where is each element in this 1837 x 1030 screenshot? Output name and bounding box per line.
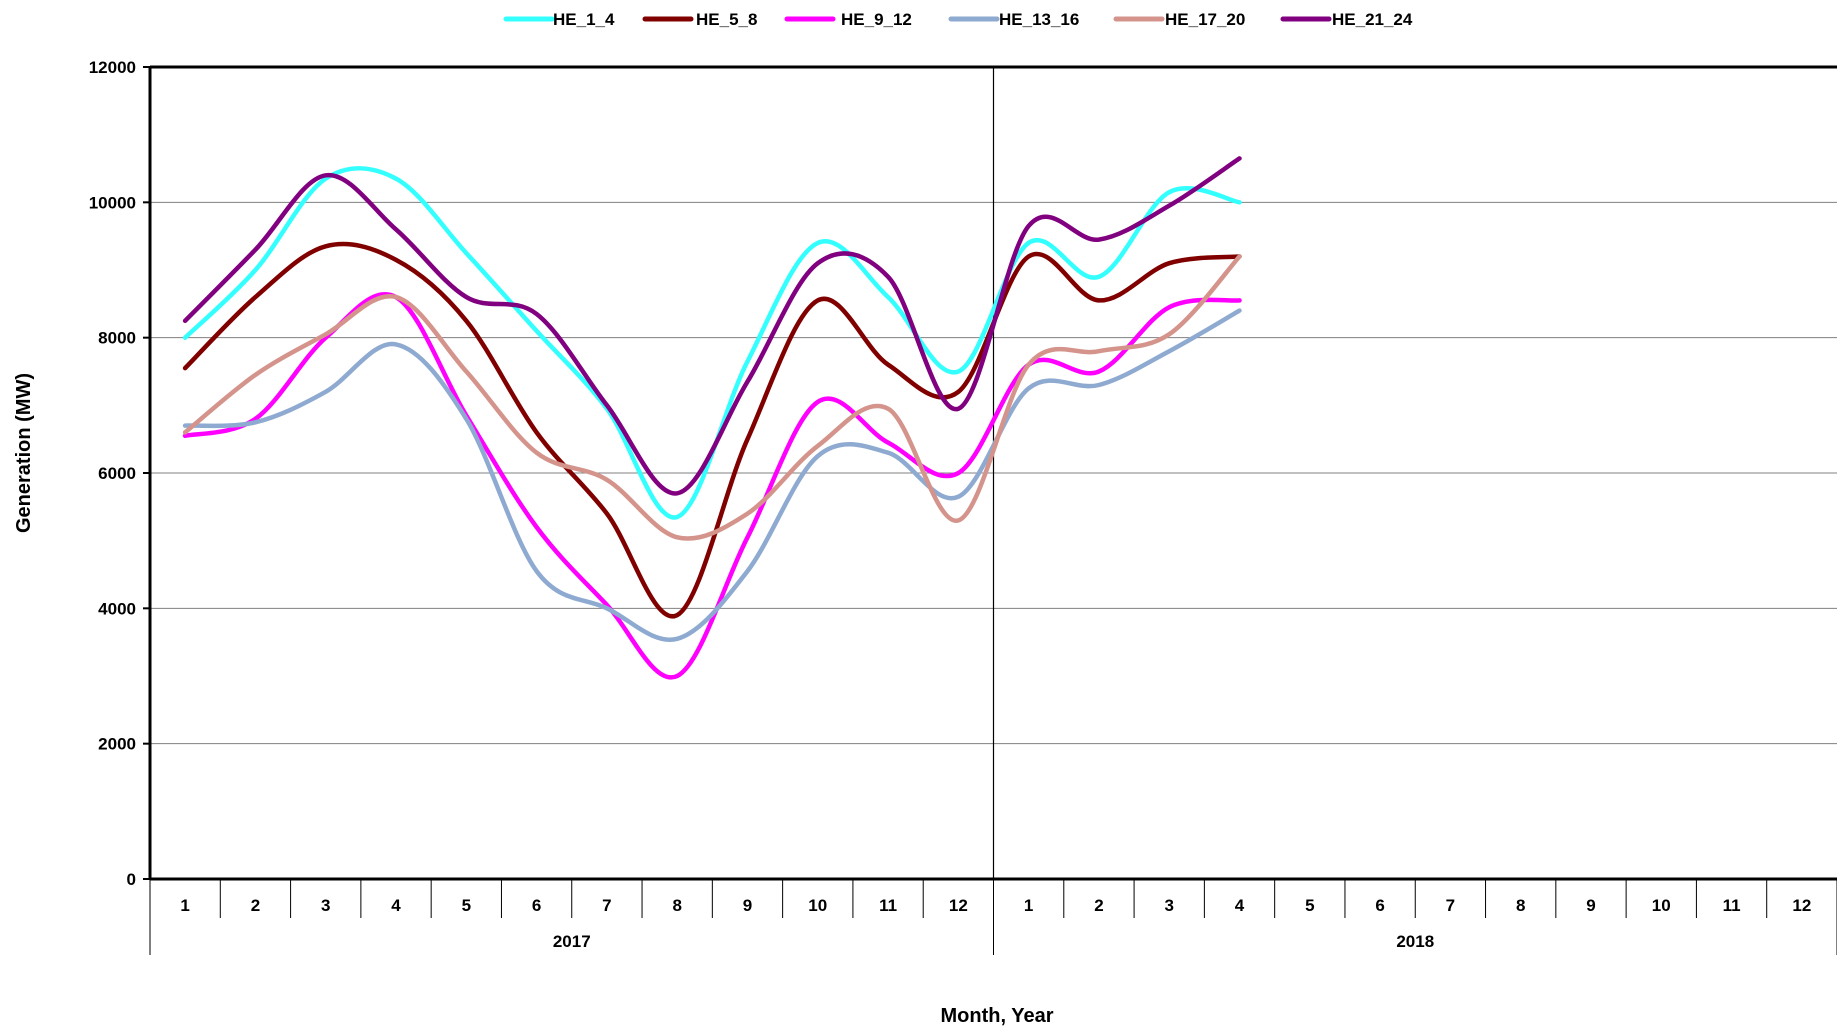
legend-label: HE_9_12 — [841, 10, 912, 29]
month-label: 5 — [1305, 896, 1314, 915]
month-label: 8 — [672, 896, 681, 915]
legend-item-he-17-20[interactable]: HE_17_20 — [1113, 10, 1245, 29]
month-label: 12 — [949, 896, 968, 915]
year-label: 2017 — [553, 932, 591, 951]
month-label: 11 — [1723, 896, 1741, 915]
month-label: 3 — [321, 896, 330, 915]
month-label: 7 — [602, 896, 611, 915]
series-line-he-21-24 — [182, 156, 1242, 496]
x-axis-title: Month, Year — [941, 1005, 1054, 1027]
month-label: 4 — [391, 896, 401, 915]
year-label: 2018 — [1396, 932, 1434, 951]
series-line-he-17-20 — [182, 254, 1242, 541]
y-tick-label: 6000 — [98, 464, 136, 483]
legend-label: HE_21_24 — [1332, 10, 1413, 29]
month-label: 12 — [1792, 896, 1811, 915]
data-series — [182, 156, 1242, 680]
legend-item-he-5-8[interactable]: HE_5_8 — [642, 10, 757, 29]
y-tick-label: 10000 — [89, 193, 136, 212]
y-tick-label: 4000 — [98, 599, 136, 618]
month-label: 3 — [1164, 896, 1173, 915]
month-label: 2 — [1094, 896, 1103, 915]
series-line-he-5-8 — [182, 241, 1242, 619]
y-tick-label: 8000 — [98, 329, 136, 348]
series-line-he-1-4 — [182, 166, 1242, 520]
legend-item-he-13-16[interactable]: HE_13_16 — [948, 10, 1079, 29]
legend-label: HE_1_4 — [553, 10, 615, 29]
month-label: 11 — [879, 896, 897, 915]
series-line-he-13-16 — [182, 308, 1242, 642]
series-line-he-9-12 — [182, 292, 1242, 680]
legend-item-he-21-24[interactable]: HE_21_24 — [1280, 10, 1413, 29]
y-tick-label: 0 — [127, 870, 136, 889]
legend-item-he-1-4[interactable]: HE_1_4 — [503, 10, 615, 29]
legend-label: HE_13_16 — [999, 10, 1079, 29]
month-label: 5 — [462, 896, 471, 915]
month-label: 2 — [251, 896, 260, 915]
month-label: 4 — [1235, 896, 1245, 915]
month-label: 10 — [1652, 896, 1671, 915]
legend-label: HE_17_20 — [1165, 10, 1245, 29]
month-label: 6 — [1375, 896, 1384, 915]
month-label: 1 — [180, 896, 189, 915]
legend-item-he-9-12[interactable]: HE_9_12 — [784, 10, 912, 29]
month-label: 7 — [1446, 896, 1455, 915]
y-tick-label: 12000 — [89, 58, 136, 77]
legend[interactable]: HE_1_4 HE_5_8 HE_9_12 HE_13_16 HE_17_20 HE_21… — [503, 10, 1413, 29]
month-label: 8 — [1516, 896, 1525, 915]
month-label: 1 — [1024, 896, 1033, 915]
y-axis-title: Generation (MW) — [13, 373, 35, 533]
legend-label: HE_5_8 — [696, 10, 757, 29]
month-label: 6 — [532, 896, 541, 915]
month-label: 9 — [743, 896, 752, 915]
month-label: 9 — [1586, 896, 1595, 915]
month-label: 10 — [808, 896, 827, 915]
y-tick-label: 2000 — [98, 735, 136, 754]
